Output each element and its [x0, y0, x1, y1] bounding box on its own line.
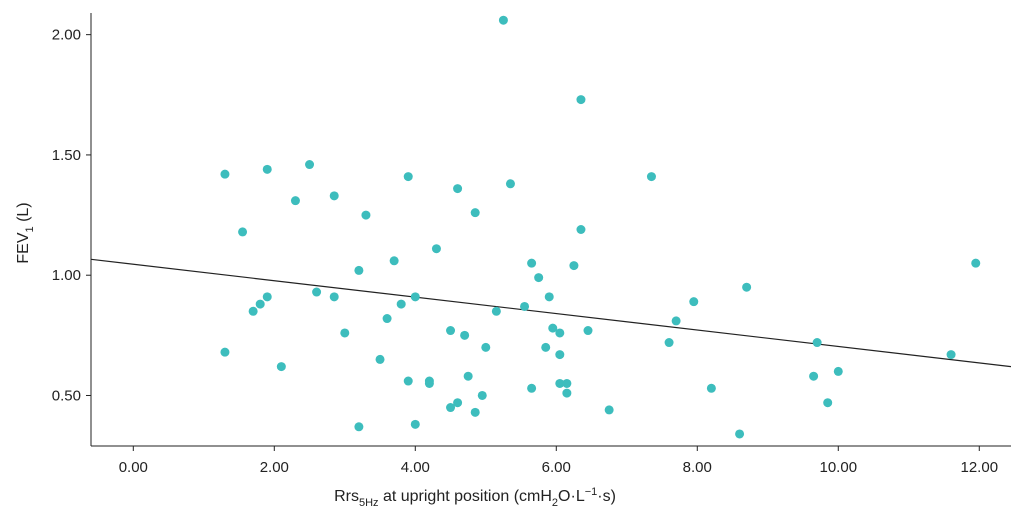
- data-point: [382, 314, 392, 324]
- data-point: [527, 383, 537, 393]
- data-point: [742, 282, 752, 292]
- x-tick-label: 0.00: [119, 459, 148, 476]
- data-point: [555, 328, 565, 338]
- data-point: [735, 429, 745, 439]
- data-point: [220, 347, 230, 357]
- data-point: [689, 297, 699, 307]
- data-point: [389, 256, 399, 266]
- data-point: [410, 419, 420, 429]
- data-point: [220, 169, 230, 179]
- data-point: [548, 323, 558, 333]
- data-point: [276, 362, 286, 372]
- data-point: [290, 196, 300, 206]
- data-point: [583, 326, 593, 336]
- y-tick-label: 1.50: [52, 147, 81, 164]
- data-point: [361, 210, 371, 220]
- x-axis-title: Rrs5Hz at upright position (cmH2O·L−1·s): [334, 486, 616, 507]
- data-point: [329, 292, 339, 302]
- x-tick-label: 2.00: [260, 459, 289, 476]
- data-point: [833, 366, 843, 376]
- data-point: [576, 95, 586, 105]
- data-point: [671, 316, 681, 326]
- y-tick-label: 0.50: [52, 387, 81, 404]
- data-point: [403, 376, 413, 386]
- x-tick-label: 4.00: [401, 459, 430, 476]
- data-point: [576, 225, 586, 234]
- data-point: [354, 422, 364, 432]
- y-tick-label: 2.00: [52, 27, 81, 44]
- y-axis-ticks: 0.50 1.00 1.50 2.00: [52, 27, 91, 404]
- data-point: [453, 398, 463, 408]
- data-point: [340, 328, 350, 338]
- data-point: [410, 292, 420, 302]
- x-tick-label: 12.00: [961, 459, 999, 476]
- regression-line: [90, 258, 1011, 368]
- data-point: [809, 371, 819, 381]
- data-point: [498, 15, 508, 25]
- data-point: [664, 338, 674, 348]
- data-point: [569, 261, 579, 271]
- x-tick-label: 8.00: [683, 459, 712, 476]
- x-axis-ticks: 0.00 2.00 4.00 6.00 8.00 10.00 12.00: [119, 446, 998, 476]
- y-tick-label: 1.00: [52, 267, 81, 284]
- y-axis-title: FEV1 (L): [15, 202, 36, 263]
- data-point: [527, 258, 537, 268]
- data-point: [305, 160, 315, 170]
- data-point: [238, 227, 248, 237]
- data-point: [541, 342, 551, 352]
- data-point: [604, 405, 614, 415]
- data-point: [396, 299, 406, 309]
- x-tick-label: 10.00: [820, 459, 858, 476]
- data-point: [520, 301, 530, 311]
- data-point: [329, 191, 339, 201]
- data-point: [424, 378, 434, 388]
- data-point: [431, 244, 441, 254]
- data-point: [470, 208, 480, 218]
- data-point: [375, 354, 385, 364]
- data-point: [262, 292, 272, 302]
- data-point: [555, 378, 565, 388]
- data-point: [477, 390, 487, 400]
- data-point: [463, 371, 473, 381]
- data-point: [446, 326, 456, 336]
- data-point: [946, 350, 956, 360]
- data-point: [312, 287, 322, 297]
- data-point: [823, 398, 833, 408]
- data-point: [460, 330, 470, 340]
- data-point: [491, 306, 501, 316]
- data-point: [255, 299, 265, 309]
- data-point: [555, 350, 565, 360]
- data-point: [446, 403, 456, 413]
- data-point: [812, 338, 822, 348]
- data-point: [505, 179, 515, 189]
- data-points: [220, 15, 981, 439]
- data-point: [453, 184, 463, 194]
- data-point: [562, 388, 572, 398]
- data-point: [534, 273, 544, 283]
- data-point: [706, 383, 716, 393]
- data-point: [646, 172, 656, 182]
- data-point: [470, 407, 480, 417]
- x-tick-label: 6.00: [542, 459, 571, 476]
- data-point: [262, 164, 272, 174]
- data-point: [354, 265, 364, 275]
- data-point: [971, 258, 981, 268]
- data-point: [481, 342, 491, 352]
- data-point: [248, 306, 258, 316]
- data-point: [544, 292, 554, 302]
- data-point: [562, 378, 572, 388]
- data-point: [403, 172, 413, 182]
